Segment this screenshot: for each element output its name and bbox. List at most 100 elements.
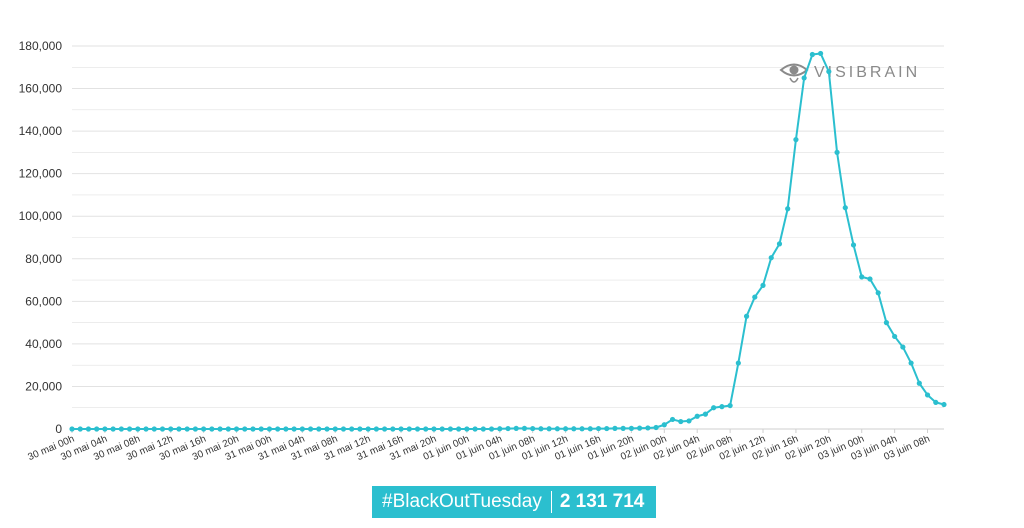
series-blackouttuesday xyxy=(69,50,947,432)
data-point xyxy=(118,426,124,432)
data-point xyxy=(530,425,536,432)
data-point xyxy=(801,75,807,81)
data-point xyxy=(497,426,503,432)
data-point xyxy=(398,426,404,432)
data-point xyxy=(752,294,758,300)
data-point xyxy=(604,425,610,432)
data-point xyxy=(562,426,569,432)
data-point xyxy=(768,255,774,261)
data-point xyxy=(168,426,174,432)
data-point xyxy=(653,424,659,431)
data-point xyxy=(480,426,486,432)
data-point xyxy=(538,426,544,432)
tweet-count: 2 131 714 xyxy=(559,491,645,512)
y-tick-label: 160,000 xyxy=(19,82,63,96)
y-tick-label: 80,000 xyxy=(25,252,62,266)
data-point xyxy=(637,425,643,431)
data-point xyxy=(135,426,141,432)
data-point xyxy=(472,426,478,432)
data-point xyxy=(908,360,914,366)
data-point xyxy=(447,426,454,432)
data-point xyxy=(645,425,651,431)
data-point xyxy=(579,426,585,432)
data-point xyxy=(242,426,248,432)
data-point xyxy=(94,426,100,432)
data-point xyxy=(423,426,429,432)
data-point xyxy=(250,426,256,432)
data-point xyxy=(818,50,824,57)
data-point xyxy=(661,422,667,428)
data-point xyxy=(488,426,495,432)
data-point xyxy=(143,426,149,432)
data-point xyxy=(283,426,289,432)
data-point xyxy=(390,426,396,432)
data-point xyxy=(933,399,939,406)
data-point xyxy=(365,426,371,432)
data-point xyxy=(192,426,198,432)
data-point xyxy=(554,426,560,432)
data-point xyxy=(834,149,840,155)
line-chart: 0 20,000 40,000 60,000 80,000 100,000 120,000 1… xyxy=(19,39,947,463)
data-point xyxy=(176,426,182,432)
data-point xyxy=(859,274,865,280)
data-point xyxy=(826,68,832,75)
data-point xyxy=(258,426,264,432)
data-point xyxy=(867,276,873,282)
data-point xyxy=(702,411,709,417)
data-point xyxy=(225,426,231,432)
data-point xyxy=(439,426,445,432)
data-point xyxy=(776,241,783,247)
data-point xyxy=(711,405,717,411)
data-point xyxy=(217,426,223,432)
data-point xyxy=(743,313,750,319)
data-point xyxy=(233,426,240,432)
data-point xyxy=(340,426,347,432)
data-point xyxy=(628,425,634,431)
data-point xyxy=(735,360,741,366)
data-point xyxy=(201,426,207,432)
data-point xyxy=(159,426,166,432)
y-axis-ticks: 0 20,000 40,000 60,000 80,000 100,000 120,000 1… xyxy=(19,39,63,436)
data-point xyxy=(785,206,791,212)
data-point xyxy=(69,426,75,432)
data-point xyxy=(382,426,388,432)
data-point xyxy=(209,426,215,432)
data-point xyxy=(809,51,815,58)
data-point xyxy=(77,426,83,432)
data-point xyxy=(900,344,906,350)
data-point xyxy=(719,404,725,410)
data-point xyxy=(184,426,190,432)
data-point xyxy=(110,426,116,432)
data-point xyxy=(126,426,133,432)
data-point xyxy=(151,426,157,432)
data-point xyxy=(916,380,922,386)
hashtag-label: #BlackOutTuesday xyxy=(382,491,542,512)
data-point xyxy=(892,333,898,340)
data-point xyxy=(620,425,626,431)
data-point xyxy=(793,137,799,143)
data-point xyxy=(924,392,931,398)
gridlines xyxy=(72,45,944,430)
y-tick-label: 180,000 xyxy=(19,39,63,53)
data-point xyxy=(299,426,305,432)
watermark-text: VISIBRAIN xyxy=(814,64,920,81)
data-point xyxy=(686,418,692,424)
data-point xyxy=(678,418,684,425)
watermark: VISIBRAIN xyxy=(779,63,920,83)
data-point xyxy=(266,426,273,432)
data-point xyxy=(307,426,314,432)
y-tick-label: 100,000 xyxy=(19,209,63,223)
data-point xyxy=(505,425,511,432)
data-point xyxy=(587,426,593,432)
data-point xyxy=(883,320,890,326)
data-point xyxy=(456,426,462,432)
y-tick-label: 20,000 xyxy=(25,379,62,393)
data-point xyxy=(332,426,338,432)
data-point xyxy=(406,426,412,432)
data-point xyxy=(464,426,470,432)
data-point xyxy=(316,426,322,432)
data-point xyxy=(760,282,766,288)
data-point xyxy=(727,402,733,409)
data-point xyxy=(521,425,528,431)
y-tick-label: 60,000 xyxy=(25,294,62,308)
